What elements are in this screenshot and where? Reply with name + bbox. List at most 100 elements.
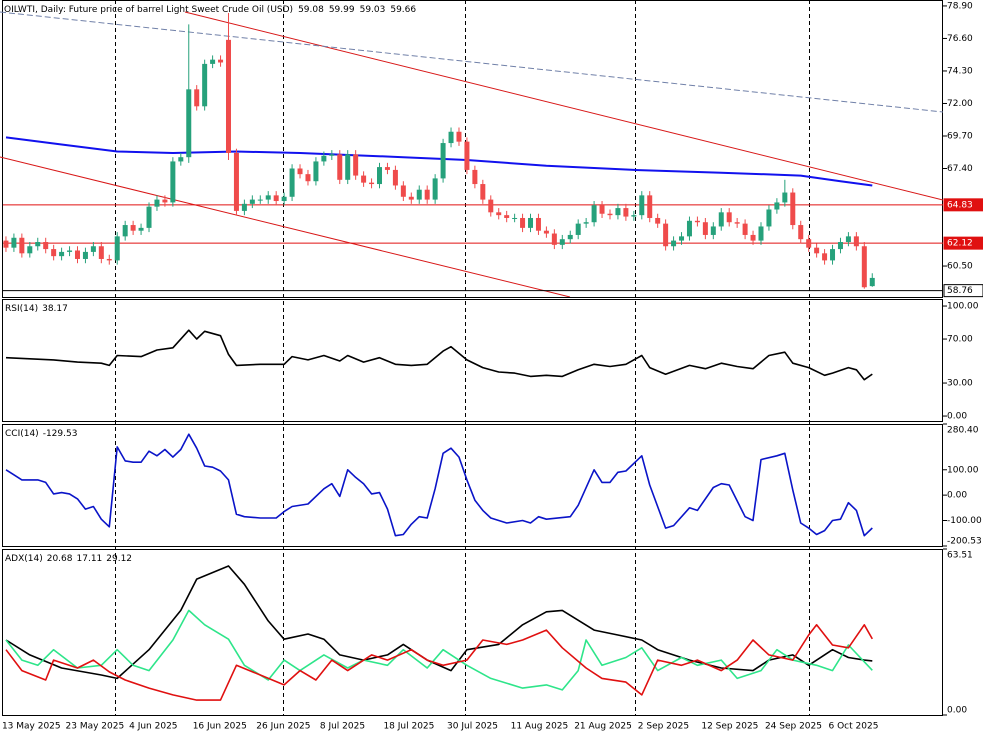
candle-body	[520, 217, 526, 228]
candle-body	[528, 217, 534, 228]
indicator-line	[5, 329, 873, 381]
candle-body	[615, 208, 621, 216]
candle-body	[273, 195, 279, 202]
candle-body	[798, 225, 804, 240]
candle-body	[837, 242, 843, 250]
candle-body	[567, 234, 573, 240]
candle-body	[623, 208, 629, 217]
x-tick-label: 2 Sep 2025	[638, 722, 689, 732]
candle-body	[830, 249, 836, 261]
candle-body	[297, 168, 303, 175]
price-line-label-box	[943, 284, 983, 298]
y-tick-label: 280.40	[947, 426, 979, 436]
y-tick-label: 72.00	[947, 99, 973, 109]
candle-body	[19, 237, 25, 254]
candle-body	[742, 223, 748, 235]
candle-body	[392, 169, 398, 186]
candle-body	[369, 182, 375, 185]
candle-body	[106, 258, 112, 261]
candle-body	[233, 152, 239, 211]
candle-body	[464, 141, 470, 170]
candle-body	[750, 234, 756, 241]
y-tick-label: 0.00	[947, 412, 967, 422]
pane-title-value: -129.53	[43, 429, 78, 439]
trend-line	[0, 11, 943, 113]
candle-body	[329, 154, 335, 156]
candle-body	[599, 205, 605, 214]
candle-body	[607, 213, 613, 216]
pane-title-value: 17.11	[77, 554, 103, 564]
candle-body	[377, 167, 383, 185]
y-tick-label: 78.90	[947, 2, 973, 12]
candle-body	[218, 59, 224, 63]
ohlc-value: 59.66	[390, 5, 416, 15]
candle-body	[718, 212, 724, 227]
candle-body	[766, 209, 772, 227]
pane-title-value: 29.12	[106, 554, 132, 564]
x-tick-label: 21 Aug 2025	[574, 722, 632, 732]
y-tick-label: 67.40	[947, 164, 973, 174]
candle-body	[496, 212, 502, 216]
candle-body	[416, 189, 422, 200]
ohlc-value: 59.99	[329, 5, 355, 15]
candle-body	[408, 196, 414, 200]
x-tick-label: 26 Jun 2025	[256, 722, 310, 732]
candle-body	[822, 253, 828, 261]
candle-body	[313, 161, 319, 182]
candle-body	[702, 222, 708, 235]
candle-body	[146, 206, 152, 228]
y-tick-label: 60.50	[947, 262, 973, 272]
price-line-label-box	[943, 198, 983, 212]
pane-frames	[2, 0, 943, 716]
candle-body	[82, 251, 88, 259]
pane-title-value: 38.17	[42, 304, 68, 314]
candle-body	[424, 189, 430, 200]
candle-body	[456, 131, 462, 142]
candle-body	[734, 222, 740, 224]
candle-body	[281, 196, 287, 202]
candle-body	[583, 222, 589, 224]
price-line-label: 62.12	[947, 239, 973, 249]
candle-body	[861, 246, 867, 288]
candle-body	[178, 157, 184, 162]
price-line-label-box	[943, 236, 983, 250]
indicator-line	[5, 136, 873, 187]
candle-body	[472, 169, 478, 185]
candle-body	[853, 236, 859, 247]
chart-title: OILWTI, Daily: Future price of barrel Li…	[4, 5, 416, 15]
candle-body	[90, 246, 96, 252]
candle-body	[845, 236, 851, 243]
candle-body	[694, 220, 700, 223]
indicator-line	[5, 609, 873, 691]
y-tick-label: -100.00	[947, 516, 982, 526]
candle-body	[639, 195, 645, 216]
x-tick-label: 13 May 2025	[2, 722, 61, 732]
candle-body	[3, 240, 9, 248]
pane-title-text: RSI(14)	[5, 304, 38, 314]
price-line-label: 64.83	[947, 200, 973, 210]
cci-pane-frame	[2, 424, 943, 547]
pane-title: ADX(14) 20.68 17.11 29.12	[5, 554, 132, 564]
candle-body	[162, 199, 168, 203]
candle-body	[345, 154, 351, 180]
x-tick-label: 24 Sep 2025	[765, 722, 822, 732]
indicator-line	[5, 565, 873, 680]
candle-body	[59, 251, 65, 257]
candle-body	[249, 199, 255, 204]
y-tick-label: -200.53	[947, 537, 982, 547]
indicator-line	[5, 433, 873, 537]
candle-body	[686, 220, 692, 237]
candle-body	[74, 250, 80, 259]
candle-body	[361, 175, 367, 183]
candle-body	[305, 174, 311, 182]
candle-body	[194, 89, 200, 107]
indicator-line	[5, 624, 873, 701]
candle-body	[138, 227, 144, 231]
candle-body	[440, 143, 446, 179]
trend-lines	[0, 11, 943, 297]
candle-body	[154, 199, 160, 207]
candle-body	[488, 199, 494, 213]
y-tick-label: 63.51	[947, 551, 973, 561]
candle-body	[726, 212, 732, 223]
candle-body	[210, 59, 216, 64]
